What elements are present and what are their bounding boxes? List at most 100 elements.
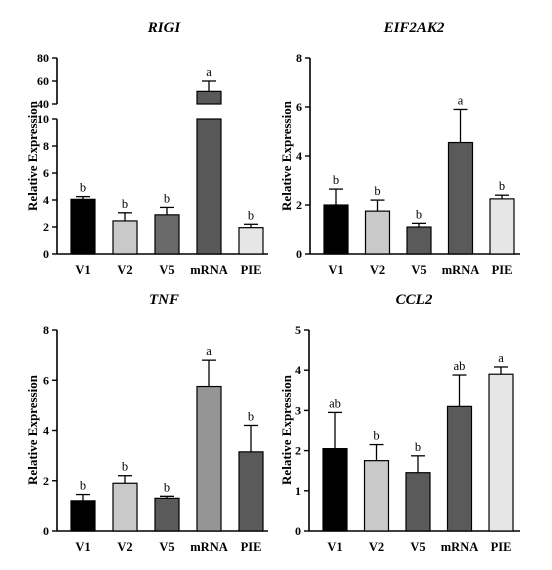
x-tick-label: mRNA: [190, 263, 228, 277]
bar-v5: [406, 226, 432, 255]
significance-letter: a: [458, 93, 464, 107]
significance-letter: b: [248, 208, 254, 222]
bar-v2: [364, 210, 391, 255]
y-axis-label: Relative Expression: [279, 374, 294, 485]
chart-title: CCL2: [396, 292, 433, 308]
y-tick-label: 2: [43, 220, 49, 234]
y-tick-label: 3: [295, 403, 301, 417]
bar-v1: [323, 204, 349, 255]
significance-letter: b: [248, 409, 254, 423]
bar-pie: [238, 451, 264, 532]
significance-letter: b: [122, 460, 128, 474]
y-tick-label: 8: [43, 139, 49, 153]
chart-title: EIF2AK2: [383, 20, 445, 36]
y-tick-label-upper: 80: [37, 51, 49, 65]
x-tick-label: V5: [159, 263, 174, 277]
x-tick-label: PIE: [492, 263, 513, 277]
x-tick-label: V5: [411, 263, 426, 277]
x-tick-label: mRNA: [441, 540, 479, 554]
y-tick-label: 2: [296, 198, 302, 212]
y-tick-label: 10: [37, 112, 49, 126]
bar-v1: [70, 500, 96, 532]
x-tick-label: V2: [117, 263, 132, 277]
significance-letter: b: [164, 480, 170, 494]
significance-letter: a: [206, 65, 212, 79]
y-tick-label: 0: [295, 524, 301, 538]
x-tick-label: mRNA: [442, 263, 480, 277]
y-tick-label: 2: [295, 444, 301, 458]
y-tick-label: 6: [43, 373, 49, 387]
y-tick-label: 4: [295, 363, 301, 377]
y-tick-label: 1: [295, 484, 301, 498]
bar-mrna: [446, 405, 473, 532]
x-tick-label: V1: [75, 263, 90, 277]
y-tick-label: 6: [43, 166, 49, 180]
bar-mrna: [196, 385, 222, 532]
bar-pie: [489, 198, 515, 255]
y-tick-label: 6: [296, 100, 302, 114]
y-tick-label: 4: [296, 149, 302, 163]
bar-v5: [405, 472, 431, 532]
significance-letter: ab: [329, 396, 341, 410]
bar-v2: [112, 482, 138, 532]
y-tick-label: 0: [296, 247, 302, 261]
significance-letter: b: [415, 440, 421, 454]
y-tick-label: 8: [296, 51, 302, 65]
y-tick-label: 0: [43, 524, 49, 538]
bar-pie: [488, 373, 514, 532]
y-tick-label: 8: [43, 323, 49, 337]
significance-letter: b: [333, 173, 339, 187]
bar-mrna: [196, 118, 222, 255]
bar-v5: [154, 214, 180, 255]
x-tick-label: PIE: [241, 263, 262, 277]
significance-letters: b b b a b: [80, 65, 254, 222]
significance-letter: b: [122, 197, 128, 211]
bar-v5: [154, 497, 180, 532]
x-tick-label: V1: [327, 540, 342, 554]
bar-mrna-upper: [196, 90, 222, 105]
y-tick-label: 4: [43, 193, 49, 207]
y-tick-label-upper: 60: [37, 74, 49, 88]
chart-title: RIGI: [147, 20, 182, 36]
significance-letters: b b b a b: [80, 344, 254, 494]
y-tick-label: 0: [43, 247, 49, 261]
x-tick-label: V5: [159, 540, 174, 554]
significance-letter: a: [206, 344, 212, 358]
x-tick-label: V1: [75, 540, 90, 554]
significance-letters: ab b b ab a: [329, 351, 504, 454]
x-tick-label: PIE: [491, 540, 512, 554]
y-axis-label: Relative Expression: [279, 100, 294, 211]
y-tick-label: 5: [295, 323, 301, 337]
significance-letter: b: [373, 429, 379, 443]
bar-pie: [238, 227, 264, 255]
x-tick-label: V2: [370, 263, 385, 277]
bar-v1: [70, 198, 96, 255]
significance-letter: ab: [454, 359, 466, 373]
x-tick-label: V2: [369, 540, 384, 554]
y-tick-label-upper: 40: [37, 97, 49, 111]
significance-letter: b: [374, 184, 380, 198]
significance-letter: b: [80, 479, 86, 493]
y-tick-label: 4: [43, 424, 49, 438]
significance-letter: a: [498, 351, 504, 365]
significance-letter: b: [164, 191, 170, 205]
bar-v2: [112, 220, 138, 255]
chart-panel-2: b b b a b EIF2AK2 Relative Expression 0 2 4 6 8 V1 V2…: [279, 20, 520, 277]
bar-v2: [363, 460, 390, 532]
chart-panel-3: b b b a b TNF Relative Expression 0 2 4 6 8 V1 V2 V5 mR…: [25, 292, 268, 554]
y-tick-label: 2: [43, 474, 49, 488]
x-tick-label: V5: [410, 540, 425, 554]
x-tick-label: V2: [117, 540, 132, 554]
significance-letter: b: [416, 207, 422, 221]
significance-letter: b: [499, 179, 505, 193]
significance-letters: b b b a b: [333, 93, 505, 221]
bar-mrna: [447, 141, 474, 255]
chart-panel-4: ab b b ab a CCL2 Relative Expression 0 1 2 3 4 5 V1 V2…: [279, 292, 520, 554]
bar-v1: [322, 447, 348, 532]
y-axis-label: Relative Expression: [25, 374, 40, 485]
x-tick-label: mRNA: [190, 540, 228, 554]
x-tick-label: V1: [328, 263, 343, 277]
chart-title: TNF: [149, 292, 179, 308]
